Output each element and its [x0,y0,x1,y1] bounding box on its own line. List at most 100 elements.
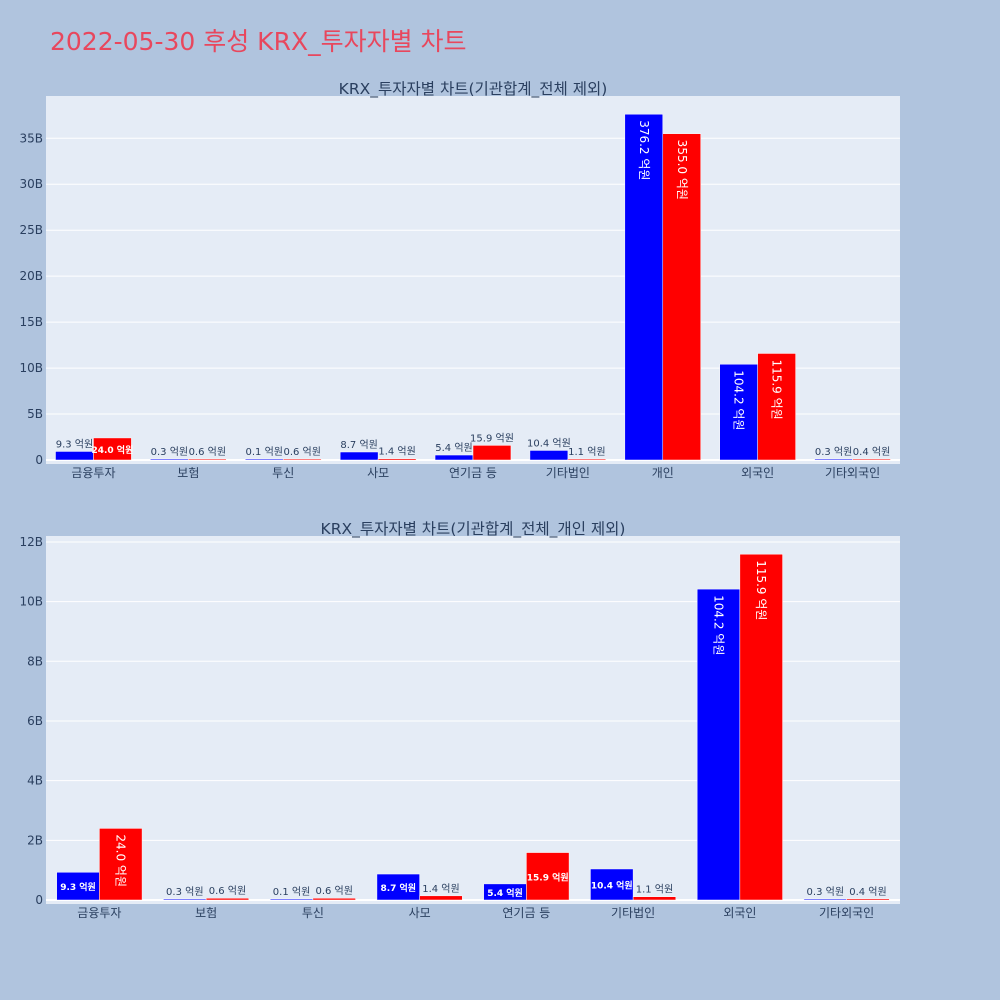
bar [803,898,847,901]
bar [590,868,634,901]
x-tick-label: 사모 [409,906,431,920]
data-label: 15.9 억원 [470,432,514,444]
y-tick-label: 8B [27,654,43,668]
y-tick-label: 2B [27,833,43,847]
data-label: 0.3 억원 [807,886,844,898]
y-tick-label: 30B [19,177,43,191]
data-label: 10.4 억원 [591,879,633,891]
data-label: 0.6 억원 [189,446,226,458]
x-tick-label: 사모 [367,466,389,480]
data-label: 8.7 억원 [340,439,377,451]
x-tick-label: 보험 [177,466,199,480]
x-tick-label: 연기금 등 [449,466,497,480]
x-tick-label: 기타외국인 [825,466,880,480]
bar [150,458,189,461]
data-label: 5.4 억원 [435,442,472,454]
bar [434,454,474,461]
x-tick-label: 외국인 [723,906,756,920]
chart-2: 0 2B 4B 6B 8B 10B 12B KRX_투자자별 차트(기관합계_전체_개인 제외… [19,520,900,920]
data-label: 1.1 억원 [636,884,673,896]
data-label: 0.4 억원 [853,446,890,458]
data-label: 9.3 억원 [56,438,93,450]
y-tick-label: 10B [19,361,43,375]
bar [99,828,143,901]
x-tick-label: 연기금 등 [502,906,550,920]
bar [93,437,132,461]
data-label: 0.3 억원 [166,886,203,898]
bar [269,898,314,901]
y-tick-label: 4B [27,774,43,788]
bar [282,458,322,461]
y-tick-label: 20B [19,269,43,283]
bar [376,873,420,901]
bar [696,588,741,901]
bar [567,458,607,461]
x-tick-label: 금융투자 [77,906,121,920]
bar [814,458,853,461]
data-label: 0.6 억원 [209,885,246,897]
y-tick-label: 0 [35,453,43,467]
data-label: 0.4 억원 [849,886,886,898]
data-label: 0.6 억원 [283,446,320,458]
x-tick-label: 금융투자 [71,466,115,480]
data-label: 0.6 억원 [315,885,352,897]
data-label: 0.1 억원 [273,886,310,898]
bar [526,852,570,901]
bar [632,896,677,901]
bar [846,898,890,901]
y-tick-label: 25B [19,223,43,237]
x-tick-label: 기타법인 [546,466,590,480]
bar [472,445,512,461]
bar [624,113,664,461]
data-label: 1.4 억원 [422,883,459,895]
data-label: 24.0 억원 [114,834,128,887]
bar [419,895,463,901]
bar [245,458,284,461]
page-title: 2022-05-30 후성 KRX_투자자별 차트 [50,27,467,56]
data-label: 115.9 억원 [770,359,784,419]
data-label: 10.4 억원 [527,437,571,449]
data-label: 24.0 억원 [91,444,133,456]
data-label: 0.3 억원 [815,446,852,458]
data-label: 1.4 억원 [378,446,415,458]
bar [55,451,94,461]
bar [852,458,891,461]
data-label: 5.4 억원 [487,887,523,899]
bar [205,897,250,901]
bar [312,897,356,901]
chart-1: 0 5B 10B 15B 20B 25B 30B 35B KRX_투자자별 차트(기관합계_전체… [19,80,900,480]
bar [339,451,379,461]
bar [719,363,758,461]
y-tick-label: 6B [27,714,43,728]
x-tick-label: 기타법인 [611,906,655,920]
x-tick-label: 투신 [272,466,294,480]
data-label: 9.3 억원 [60,881,96,893]
data-label: 355.0 억원 [675,140,689,200]
x-tick-label: 외국인 [741,466,774,480]
x-tick-label: 기타외국인 [819,906,874,920]
x-tick-label: 보험 [195,906,217,920]
y-tick-label: 0 [35,893,43,907]
data-label: 15.9 억원 [527,871,569,883]
data-label: 104.2 억원 [712,595,726,655]
y-tick-label: 10B [19,595,43,609]
data-label: 376.2 억원 [637,120,651,180]
y-tick-label: 35B [19,131,43,145]
bar [662,133,701,461]
y-tick-label: 12B [19,535,43,549]
bar [56,872,100,901]
data-label: 115.9 억원 [754,560,768,620]
x-tick-label: 개인 [652,466,674,480]
y-tick-label: 15B [19,315,43,329]
bar [529,450,569,461]
data-label: 1.1 억원 [568,446,605,458]
data-label: 8.7 억원 [380,882,416,894]
x-tick-label: 투신 [302,906,324,920]
bar [163,898,207,901]
data-label: 0.3 억원 [151,446,188,458]
bar [757,353,796,461]
bar [188,458,227,461]
chart-title: KRX_투자자별 차트(기관합계_전체 제외) [339,80,608,99]
bar [739,553,783,901]
